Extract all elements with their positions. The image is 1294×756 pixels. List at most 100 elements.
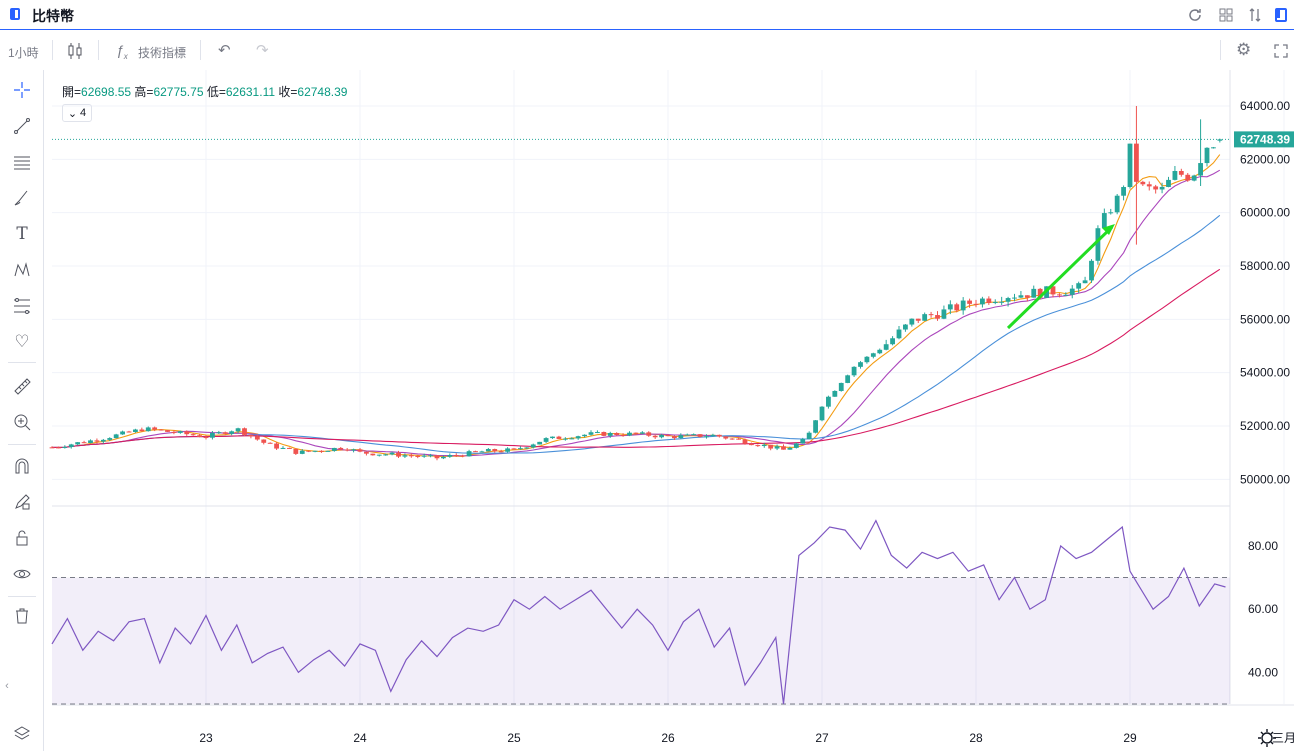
candle-body bbox=[498, 451, 504, 453]
candle-body bbox=[1140, 181, 1146, 185]
collapse-chevron-icon[interactable]: ‹ bbox=[5, 680, 9, 692]
indicator-legend-toggle[interactable]: ⌄ 4 bbox=[62, 104, 92, 122]
trend-line-icon[interactable] bbox=[10, 114, 34, 138]
layout-grid-icon[interactable] bbox=[1218, 7, 1234, 23]
interval-selector[interactable]: 1小時 bbox=[8, 46, 39, 60]
candle-body bbox=[614, 432, 620, 436]
favorites-heart-icon[interactable]: ♡ bbox=[14, 332, 30, 351]
trash-icon[interactable] bbox=[10, 604, 34, 628]
candle-body bbox=[755, 445, 761, 447]
chart-canvas[interactable]: 64000.00 62000.00 60000.00 58000.00 56000.00… bbox=[44, 70, 1294, 751]
magnet-icon[interactable] bbox=[10, 454, 34, 478]
candle-body bbox=[428, 455, 433, 457]
ma-30-line bbox=[52, 214, 1221, 454]
compare-arrows-icon[interactable] bbox=[1247, 7, 1263, 23]
candle-body bbox=[819, 406, 825, 421]
crosshair-icon[interactable] bbox=[10, 78, 34, 102]
undo-icon[interactable]: ↶ bbox=[218, 42, 231, 59]
candle-body bbox=[145, 427, 151, 432]
candle-body bbox=[1063, 294, 1069, 296]
chart-toolbar: 1小時 ƒx 技術指標 ↶ ↷ ⚙ bbox=[0, 30, 1294, 70]
candle-body bbox=[530, 444, 536, 448]
candle-body bbox=[325, 450, 331, 452]
candle-body bbox=[68, 444, 74, 448]
indicators-button[interactable]: 技術指標 bbox=[138, 46, 187, 60]
fib-icon[interactable] bbox=[10, 294, 34, 318]
candle-body bbox=[1178, 171, 1184, 175]
text-tool-icon[interactable]: T bbox=[16, 224, 28, 244]
candle-body bbox=[999, 301, 1005, 303]
chart-area[interactable]: 64000.00 62000.00 60000.00 58000.00 56000.00… bbox=[44, 70, 1294, 751]
candle-body bbox=[1050, 286, 1056, 295]
candle-body bbox=[1146, 184, 1152, 187]
lock-icon[interactable] bbox=[10, 526, 34, 550]
horizontal-lines-icon[interactable] bbox=[10, 150, 34, 174]
candle-body bbox=[915, 318, 921, 321]
tool-divider bbox=[8, 362, 36, 363]
layers-icon[interactable] bbox=[10, 722, 34, 746]
candle-body bbox=[408, 455, 414, 457]
zoom-in-icon[interactable] bbox=[10, 410, 34, 434]
candle-body bbox=[947, 304, 953, 310]
candle-body bbox=[524, 447, 530, 449]
candle-body bbox=[697, 434, 703, 437]
candle-body bbox=[1121, 187, 1126, 196]
draw-lock-pencil-icon[interactable] bbox=[10, 490, 34, 514]
price-axis[interactable]: 64000.00 62000.00 60000.00 58000.00 56000.00… bbox=[1240, 99, 1290, 486]
candle-body bbox=[242, 428, 247, 435]
candle-body bbox=[75, 442, 81, 445]
candle-type-icon[interactable] bbox=[66, 41, 84, 61]
candle-body bbox=[896, 329, 902, 339]
price-tick-label: 54000.00 bbox=[1240, 366, 1290, 380]
candle-body bbox=[980, 298, 985, 305]
candle-body bbox=[992, 301, 998, 304]
candle-body bbox=[588, 432, 594, 435]
fullscreen-panel-icon[interactable] bbox=[1275, 8, 1287, 22]
candle-body bbox=[858, 362, 863, 367]
time-axis[interactable]: 23 24 25 26 27 28 29 三月 bbox=[199, 731, 1294, 745]
time-tick-label: 三月 bbox=[1272, 731, 1294, 745]
candle-body bbox=[351, 449, 356, 451]
refresh-icon[interactable] bbox=[1187, 7, 1203, 23]
candle-body bbox=[1101, 213, 1107, 229]
brush-icon[interactable] bbox=[10, 186, 34, 210]
rsi-axis[interactable]: 80.00 60.00 40.00 bbox=[1248, 539, 1278, 679]
candle-body bbox=[261, 439, 267, 443]
ruler-icon[interactable] bbox=[10, 374, 34, 398]
candle-body bbox=[441, 456, 446, 459]
candle-body bbox=[761, 444, 767, 447]
candle-body bbox=[935, 315, 940, 319]
panel-toggle-icon[interactable] bbox=[10, 8, 20, 20]
candle-body bbox=[774, 446, 780, 449]
candle-body bbox=[601, 431, 607, 436]
candle-body bbox=[1114, 195, 1120, 213]
ma-5-line bbox=[52, 154, 1221, 458]
candle-body bbox=[659, 435, 664, 438]
candle-body bbox=[357, 449, 363, 452]
chevron-down-icon: ⌄ bbox=[67, 107, 78, 120]
drawing-toolbar: T ♡ ‹ bbox=[0, 70, 44, 751]
candle-body bbox=[903, 324, 908, 330]
candle-body bbox=[434, 455, 440, 459]
fullscreen-icon[interactable] bbox=[1274, 44, 1288, 58]
candle-body bbox=[1018, 295, 1024, 298]
candle-body bbox=[691, 434, 697, 436]
symbol-title[interactable]: 比特幣 bbox=[32, 8, 74, 24]
candle-body bbox=[505, 448, 510, 452]
toolbar-divider bbox=[98, 40, 99, 60]
settings-gear-icon[interactable]: ⚙ bbox=[1236, 40, 1252, 59]
time-tick-label: 27 bbox=[815, 731, 829, 745]
candle-body bbox=[1185, 174, 1191, 181]
candle-body bbox=[364, 451, 369, 454]
close-value: 62748.39 bbox=[297, 85, 348, 99]
candle-body bbox=[158, 429, 164, 431]
fx-icon[interactable]: ƒx bbox=[116, 42, 128, 61]
time-settings-icon[interactable] bbox=[1258, 729, 1276, 747]
pattern-icon[interactable] bbox=[10, 258, 34, 282]
visibility-eye-icon[interactable] bbox=[10, 562, 34, 586]
high-label: 高= bbox=[134, 85, 154, 99]
candle-body bbox=[415, 455, 421, 457]
redo-icon[interactable]: ↷ bbox=[256, 42, 269, 59]
price-tick-label: 58000.00 bbox=[1240, 259, 1290, 273]
candle-body bbox=[473, 451, 478, 453]
